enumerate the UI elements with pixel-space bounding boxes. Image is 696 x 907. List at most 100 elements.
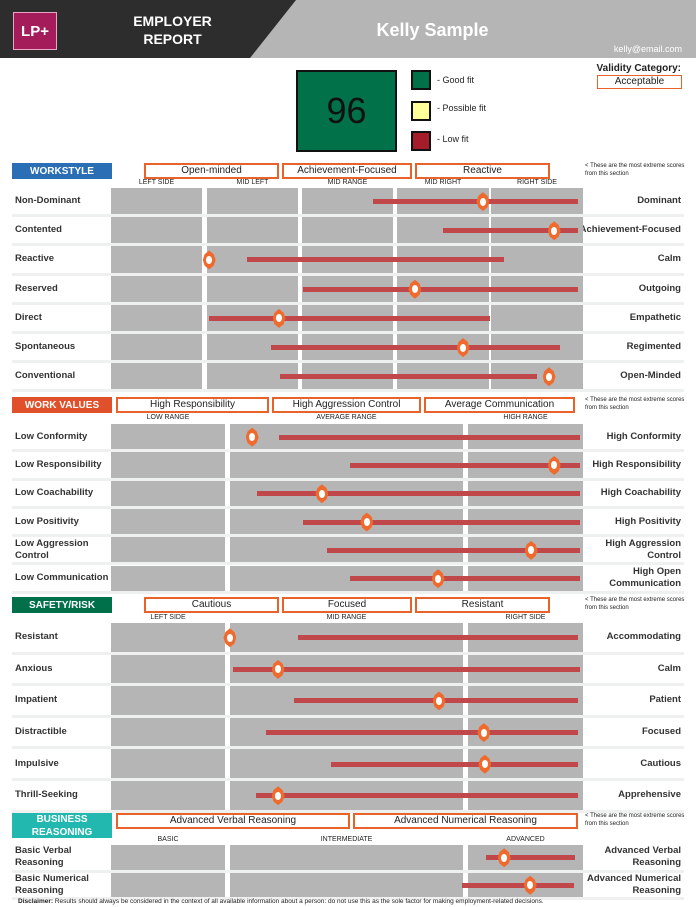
row-divider	[12, 272, 684, 276]
scale-left-label: Low Conformity	[15, 430, 88, 442]
column-label: MID LEFT	[236, 179, 269, 186]
scale-row: Low Conformity High Conformity	[12, 424, 684, 453]
section-badge-business: BUSINESS REASONING	[12, 813, 112, 838]
legend-good-swatch	[411, 70, 431, 90]
scale-right-label: High Aggression Control	[605, 537, 681, 561]
scale-right-label: High Conformity	[606, 430, 681, 442]
scale-tile	[230, 845, 463, 870]
validity-label: Validity Category:	[596, 63, 681, 74]
scale-tile	[111, 424, 225, 450]
score-range-bar	[279, 434, 581, 440]
legend-possible-swatch	[411, 101, 431, 121]
scale-tile	[111, 304, 202, 331]
score-range-bar	[303, 286, 578, 292]
row-divider	[12, 243, 684, 247]
lp-logo: LP+	[13, 12, 57, 50]
row-divider	[12, 534, 684, 538]
scale-row: Thrill-Seeking Apprehensive	[12, 781, 684, 813]
scale-tile	[111, 246, 202, 273]
scale-tile	[111, 654, 225, 684]
scale-tile	[111, 452, 225, 478]
scale-tile	[491, 246, 583, 273]
scale-left-label: Low Positivity	[15, 515, 79, 527]
scale-tile	[207, 188, 298, 215]
score-range-bar	[271, 345, 560, 351]
fit-score: 96	[296, 70, 397, 152]
scale-left-label: Impatient	[15, 694, 58, 706]
column-label: LEFT SIDE	[150, 614, 186, 621]
scale-tile	[111, 334, 202, 361]
scale-left-label: Resistant	[15, 631, 58, 643]
row-divider	[12, 809, 684, 813]
extreme-score-box: Reactive	[415, 163, 550, 179]
score-marker-icon	[542, 367, 556, 387]
scale-left-label: Impulsive	[15, 757, 59, 769]
score-marker-icon	[271, 786, 285, 806]
score-range-bar	[209, 315, 490, 321]
disclaimer: Disclaimer: Results should always be con…	[18, 898, 544, 905]
scale-right-label: Cautious	[640, 757, 681, 769]
scale-row: Anxious Calm	[12, 654, 684, 687]
scale-right-label: High Coachability	[600, 487, 681, 499]
scale-left-label: Reactive	[15, 253, 55, 265]
scale-tile	[111, 275, 202, 302]
score-range-bar	[265, 730, 578, 736]
scale-row: Contented Achievement-Focused	[12, 217, 684, 247]
extreme-score-box: Advanced Verbal Reasoning	[116, 813, 350, 829]
scale-row: Direct Empathetic	[12, 304, 684, 334]
scale-left-label: Thrill-Seeking	[15, 789, 78, 801]
scale-row: Distractible Focused	[12, 717, 684, 750]
scale-row: Impulsive Cautious	[12, 749, 684, 781]
column-label: AVERAGE RANGE	[316, 414, 377, 421]
score-range-bar	[327, 547, 581, 553]
scale-left-label: Basic Verbal Reasoning	[15, 845, 72, 869]
scale-row: Reserved Outgoing	[12, 275, 684, 305]
score-marker-icon	[271, 659, 285, 679]
column-label: INTERMEDIATE	[320, 836, 373, 843]
scale-tile	[111, 537, 225, 563]
row-divider	[12, 651, 684, 655]
scale-tile	[111, 480, 225, 506]
scale-row: Low Coachability High Coachability	[12, 480, 684, 509]
column-label: MID RANGE	[327, 179, 368, 186]
scale-tile	[111, 872, 225, 897]
scale-left-label: Low Communication	[15, 572, 109, 584]
scale-left-label: Low Aggression Control	[15, 537, 89, 561]
candidate-name: Kelly Sample	[376, 20, 489, 40]
section-badge-safety: SAFETY/RISK	[12, 597, 112, 613]
scale-right-label: Achievement-Focused	[579, 224, 681, 236]
score-marker-icon	[456, 338, 470, 358]
legend-low-swatch	[411, 131, 431, 151]
scale-tile	[207, 275, 298, 302]
legend-possible-label: - Possible fit	[437, 103, 487, 113]
title-line-1: EMPLOYER	[133, 13, 212, 29]
scale-right-label: Calm	[657, 662, 681, 674]
row-divider	[12, 360, 684, 364]
score-range-bar	[255, 793, 578, 799]
score-range-bar	[303, 519, 581, 525]
score-marker-icon	[408, 279, 422, 299]
score-marker-icon	[432, 691, 446, 711]
disclaimer-label: Disclaimer:	[18, 898, 54, 905]
scale-row: Basic Numerical Reasoning Advanced Numeri…	[12, 872, 684, 900]
score-range-bar	[349, 576, 581, 582]
score-marker-icon	[524, 540, 538, 560]
score-marker-icon	[431, 569, 445, 589]
scale-left-label: Distractible	[15, 726, 67, 738]
scale-tile	[207, 217, 298, 244]
disclaimer-text: Results should always be considered in t…	[53, 898, 544, 905]
scale-right-label: High Responsibility	[592, 458, 681, 470]
row-divider	[12, 683, 684, 687]
score-marker-icon	[547, 455, 561, 475]
column-label: LEFT SIDE	[138, 179, 175, 186]
column-label: MID RIGHT	[424, 179, 462, 186]
extreme-scores-note: < These are the most extreme scores from…	[585, 163, 685, 177]
scale-tile	[111, 188, 202, 215]
scale-left-label: Contented	[15, 224, 62, 236]
row-divider	[12, 746, 684, 750]
score-marker-icon	[497, 848, 511, 868]
scale-row: Resistant Accommodating	[12, 623, 684, 655]
column-label: MID RANGE	[326, 614, 367, 621]
score-range-bar	[279, 374, 538, 380]
extreme-score-box: Resistant	[415, 597, 550, 613]
